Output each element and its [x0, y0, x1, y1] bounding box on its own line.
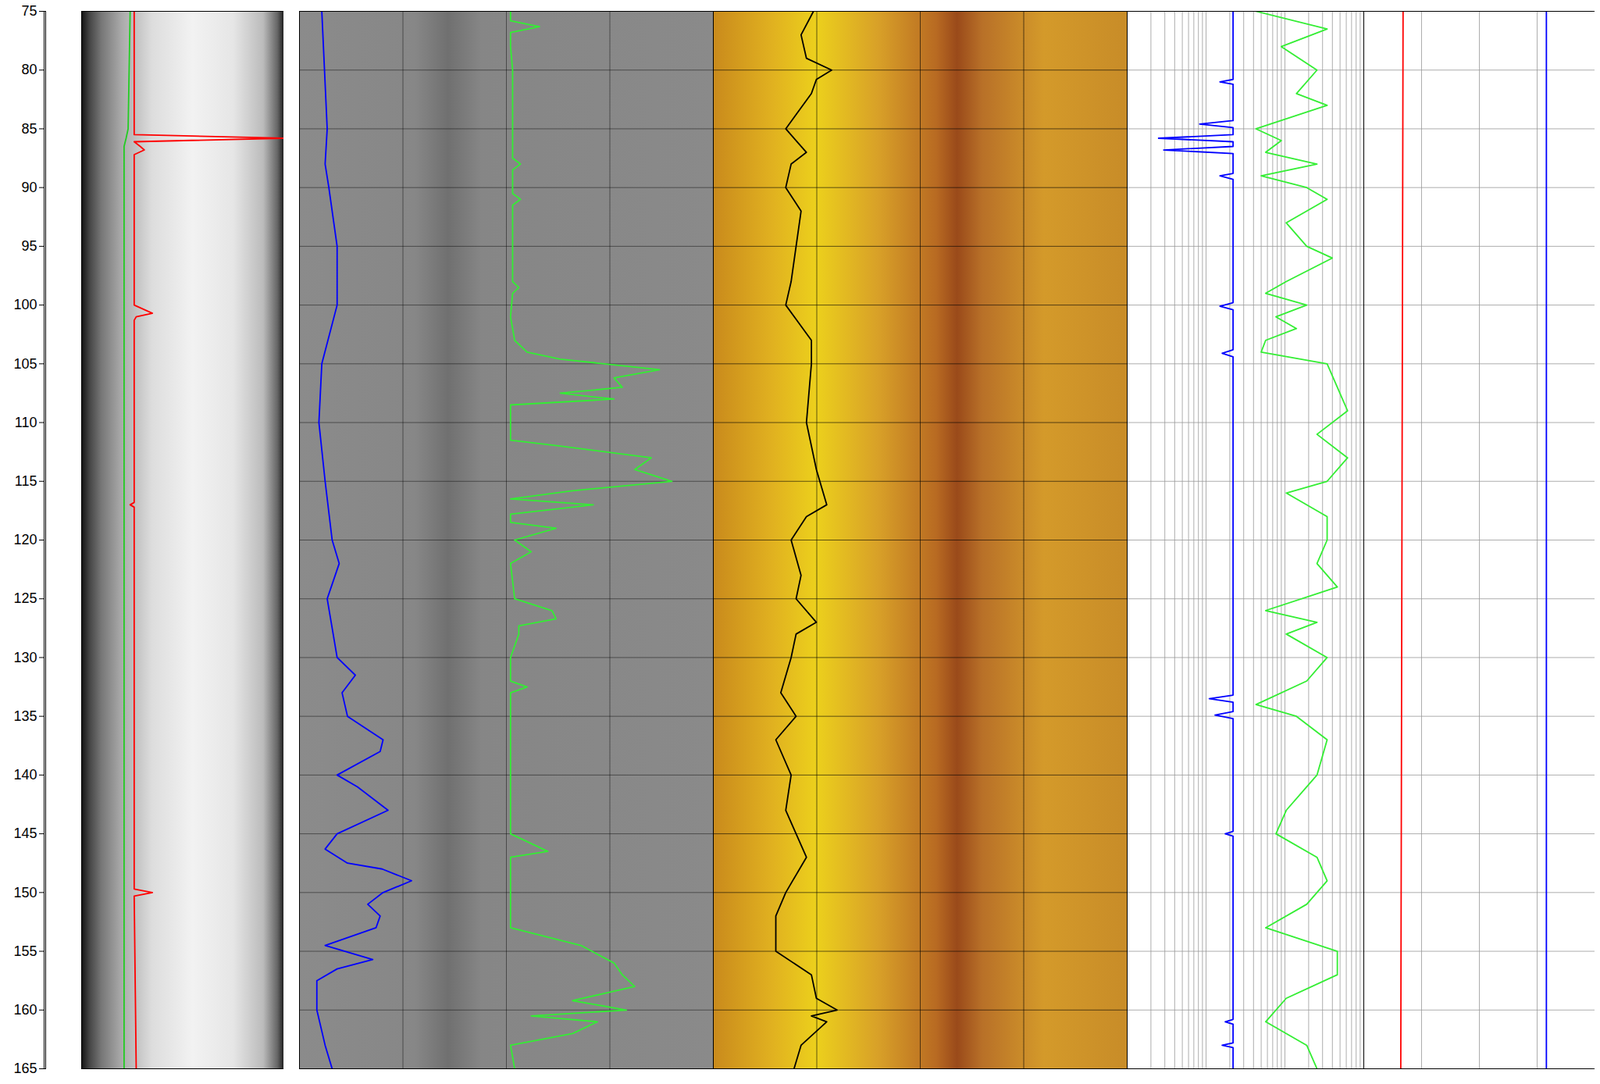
svg-text:120: 120 [13, 531, 37, 548]
svg-text:105: 105 [13, 356, 37, 372]
svg-text:110: 110 [14, 414, 38, 431]
svg-text:85: 85 [21, 121, 37, 137]
svg-text:160: 160 [13, 1001, 37, 1018]
svg-text:140: 140 [13, 766, 37, 783]
svg-text:100: 100 [13, 296, 37, 313]
svg-text:95: 95 [21, 238, 37, 254]
svg-text:125: 125 [13, 590, 37, 606]
svg-text:115: 115 [14, 473, 38, 489]
svg-text:90: 90 [21, 179, 37, 196]
svg-text:135: 135 [13, 708, 37, 724]
svg-text:150: 150 [13, 884, 37, 901]
svg-text:75: 75 [21, 3, 37, 19]
svg-text:165: 165 [13, 1060, 37, 1077]
svg-text:155: 155 [13, 943, 37, 959]
svg-text:130: 130 [13, 649, 37, 666]
svg-text:145: 145 [13, 825, 37, 841]
svg-text:80: 80 [21, 61, 37, 78]
